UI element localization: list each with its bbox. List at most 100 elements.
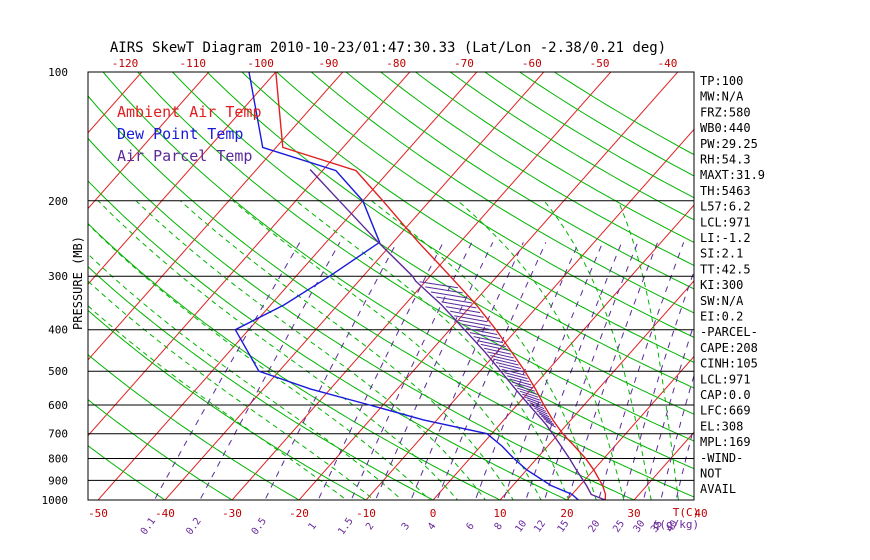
mixing-ratio-label: 0.2 — [184, 516, 203, 537]
mixing-ratio-label: 30 — [632, 518, 648, 534]
top-temp-tick-label: -90 — [318, 57, 338, 70]
cape-hatch-mark — [534, 407, 548, 415]
top-temp-tick-label: -50 — [590, 57, 610, 70]
mixing-ratio-line — [642, 322, 694, 500]
index-label: NOT — [700, 467, 722, 481]
series-layer — [234, 72, 607, 500]
pressure-tick-label: 900 — [48, 474, 68, 487]
legend: Ambient Air Temp Dew Point Temp Air Parcel… — [117, 103, 262, 165]
mixing-ratio-line — [410, 242, 524, 500]
top-temp-tick-label: -60 — [522, 57, 542, 70]
mixing-ratio-label: 20 — [587, 518, 603, 534]
bottom-temp-tick-label: 40 — [694, 507, 707, 520]
pressure-tick-label: 600 — [48, 399, 68, 412]
mixing-ratio-line — [502, 242, 604, 500]
cape-hatch-mark — [466, 328, 498, 335]
mixing-ratio-line — [436, 242, 547, 500]
cape-hatch-mark — [495, 362, 522, 369]
mixing-ratio-line — [264, 242, 398, 500]
index-label: SW:N/A — [700, 294, 744, 308]
isotherm-line — [97, 72, 478, 500]
dry-adiabat-line — [88, 309, 368, 500]
dry-adiabat-line — [171, 72, 694, 415]
dry-adiabat-line — [379, 72, 694, 267]
cape-hatch-mark — [425, 286, 463, 294]
index-label: EL:308 — [700, 419, 743, 433]
top-temp-tick-label: -80 — [386, 57, 406, 70]
cape-hatch-mark — [458, 319, 491, 327]
isotherm-line — [88, 72, 344, 361]
cape-hatch-mark — [487, 351, 514, 359]
index-label: LFC:669 — [700, 404, 751, 418]
mixing-ratio-label: 3 — [400, 521, 412, 532]
mixing-ratio-label: 8 — [493, 521, 505, 532]
index-label: PW:29.25 — [700, 137, 758, 151]
dry-adiabat-line — [88, 180, 569, 500]
isotherm-line — [0, 63, 16, 510]
cape-hatch-mark — [522, 393, 540, 401]
top-temp-tick-label: -120 — [112, 57, 139, 70]
index-label: CINH:105 — [700, 357, 758, 371]
index-label: WB0:440 — [700, 121, 751, 135]
index-label: TT:42.5 — [700, 262, 751, 276]
index-label: L57:6.2 — [700, 200, 751, 214]
legend-entry: Ambient Air Temp — [117, 103, 262, 121]
isotherm-line — [88, 72, 277, 285]
bottom-temp-tick-label: 20 — [560, 507, 573, 520]
index-label: -PARCEL- — [700, 325, 758, 339]
bottom-temp-tick-label: -50 — [88, 507, 108, 520]
cape-hatch-mark — [445, 306, 481, 314]
mixing-ratio-line — [675, 425, 694, 500]
x-axis-unit-label: T(C) — [673, 506, 700, 519]
pressure-tick-label: 700 — [48, 428, 68, 441]
isotherm-line — [432, 204, 694, 500]
plot-frame — [87, 71, 695, 501]
isotherm-line — [88, 72, 411, 437]
index-label: LCL:971 — [700, 372, 751, 386]
cape-hatch-mark — [441, 301, 477, 309]
index-label: KI:300 — [700, 278, 743, 292]
mixing-ratio-line — [350, 242, 473, 500]
mixing-ratio-line — [153, 242, 301, 500]
mixing-ratio-label: 4 — [426, 521, 438, 532]
dry-adiabat-line — [88, 399, 233, 500]
moist-adiabat-line — [135, 200, 487, 500]
mixing-ratio-line — [199, 242, 341, 500]
cape-hatch-mark — [545, 420, 557, 428]
cape-hatch-mark — [493, 358, 519, 366]
mixing-ratio-label: 15 — [556, 518, 572, 534]
dry-adiabat-line — [275, 72, 694, 338]
dry-adiabat-line — [414, 72, 694, 243]
cape-hatch-mark — [462, 323, 495, 331]
cape-hatch-mark — [538, 413, 551, 420]
index-label: LCL:971 — [700, 215, 751, 229]
isotherm-line — [760, 63, 870, 510]
pressure-tick-label: 200 — [48, 195, 68, 208]
mixing-ratio-line — [598, 242, 685, 500]
series-line-air-parcel-temp — [309, 169, 606, 500]
cape-hatch-mark — [419, 281, 458, 289]
pressure-tick-label: 500 — [48, 365, 68, 378]
index-label: FRZ:580 — [700, 105, 751, 119]
index-label: -WIND- — [700, 451, 743, 465]
dry-adiabat-line — [137, 72, 694, 442]
cape-hatch-mark — [512, 381, 534, 389]
moist-adiabat-line — [88, 253, 403, 500]
cape-hatch-mark — [454, 315, 488, 323]
bottom-temp-tick-label: 0 — [430, 507, 437, 520]
cape-hatch-mark — [519, 390, 539, 398]
mixing-ratio-line — [374, 242, 494, 500]
cape-hatch-mark — [480, 343, 509, 351]
index-label: MW:N/A — [700, 90, 744, 104]
cape-hatch-mark — [536, 410, 550, 418]
top-temp-tick-label: -110 — [180, 57, 207, 70]
mixing-ratio-label: 1 — [307, 521, 319, 532]
top-temp-tick-label: -70 — [454, 57, 474, 70]
top-temp-tick-label: -40 — [657, 57, 677, 70]
legend-entry: Dew Point Temp — [117, 125, 243, 143]
dry-adiabat-line — [449, 72, 694, 221]
index-label: CAP:0.0 — [700, 388, 751, 402]
dry-adiabat-line — [241, 72, 694, 363]
